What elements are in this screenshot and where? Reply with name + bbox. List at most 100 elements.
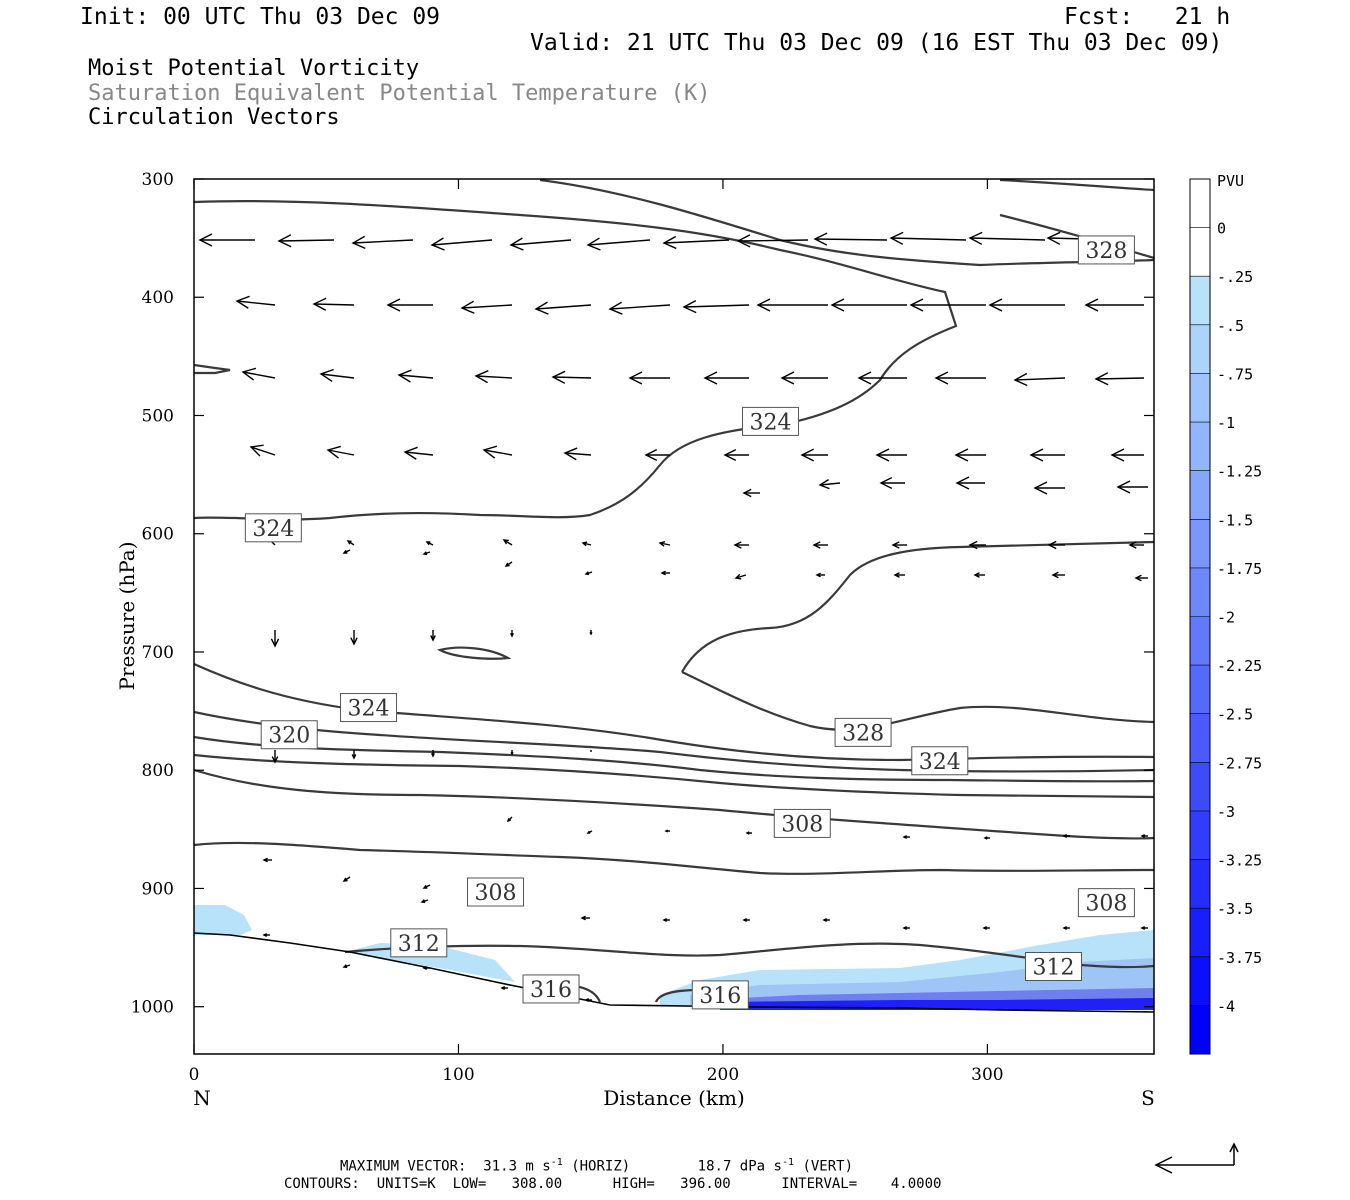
vector-head: [988, 298, 1003, 312]
vector-head: [510, 632, 514, 638]
vector-head: [682, 300, 697, 314]
vector-head: [420, 899, 426, 904]
colorbar-segment: [1190, 1005, 1210, 1054]
colorbar-label: -.5: [1217, 317, 1244, 335]
vector-arrow: [830, 298, 907, 312]
vector-head: [1134, 574, 1142, 582]
contour-line: [436, 646, 512, 660]
vector-arrow: [968, 231, 1046, 245]
vector-shaft: [404, 451, 434, 456]
vector-head: [509, 237, 524, 251]
y-tick-label: 300: [142, 170, 174, 190]
contour-line: [194, 710, 1154, 773]
colorbar-segment: [1190, 713, 1210, 763]
vector-arrow: [1116, 480, 1148, 494]
x-axis-label: Distance (km): [603, 1086, 745, 1110]
vector-shaft: [659, 542, 671, 546]
vector-head: [506, 818, 511, 823]
vector-head: [589, 631, 593, 636]
y-tick-label: 400: [142, 288, 174, 308]
vector-head: [422, 966, 428, 970]
vector-head: [312, 297, 327, 311]
vector-head: [813, 232, 828, 246]
vector-head: [270, 638, 280, 648]
vector-head: [198, 233, 213, 247]
vector-shaft: [313, 303, 355, 306]
vector-arrow: [346, 540, 355, 546]
vector-head: [893, 572, 900, 578]
vector-arrow: [682, 300, 750, 314]
colorbar-label: 0: [1217, 220, 1226, 238]
vector-head: [909, 298, 924, 312]
vector-arrow: [319, 368, 355, 382]
colorbar-label: -.25: [1217, 268, 1253, 286]
vector-head: [1046, 231, 1061, 245]
vector-head: [1140, 926, 1146, 930]
vector-head: [1128, 541, 1137, 549]
contour-label-box: [1025, 952, 1083, 981]
colorbar-segment: [1190, 519, 1210, 568]
max-vector-text: MAXIMUM VECTOR: 31.3 m s-1 (HORIZ) 18.7 …: [340, 1157, 854, 1175]
vector-head: [502, 539, 509, 545]
vector-head: [955, 476, 970, 490]
vector-shaft: [352, 239, 414, 244]
vector-arrow: [270, 630, 280, 648]
vector-head: [510, 751, 514, 756]
colorbar-segment: [1190, 956, 1210, 1006]
contour-label-box: [773, 808, 831, 838]
vector-head: [742, 488, 752, 498]
colorbar-segment: [1190, 567, 1210, 617]
contour-label-box: [340, 693, 398, 723]
vector-arrow: [510, 630, 514, 638]
colorbar-label: -2: [1217, 609, 1235, 627]
vector-arrow: [983, 836, 990, 840]
vector-head: [1084, 298, 1099, 312]
vector-head: [982, 926, 988, 930]
theta-contours: [194, 179, 1154, 1003]
vector-arrow: [734, 573, 747, 580]
vector-arrow: [262, 933, 270, 937]
vector-head: [800, 448, 815, 462]
contour-label: 324: [244, 513, 302, 543]
vector-shaft: [398, 374, 434, 379]
colorbar-label: -3.75: [1217, 949, 1262, 967]
vector-arrow: [351, 750, 357, 760]
contour-line: [194, 199, 958, 521]
vector-arrow: [460, 300, 513, 314]
vector-arrow: [584, 571, 593, 576]
vector-arrow: [1110, 448, 1144, 462]
contour-line: [999, 179, 1154, 192]
vector-head: [736, 234, 751, 248]
vector-arrow: [342, 876, 351, 882]
vector-head: [504, 562, 510, 567]
colorbar-segment: [1190, 616, 1210, 666]
vector-head: [581, 541, 588, 547]
axes: [193, 178, 1154, 1054]
vector-head: [584, 571, 590, 576]
vector-head: [879, 476, 893, 490]
colorbar-segment: [1190, 908, 1210, 957]
vector-shaft: [819, 482, 841, 486]
colorbar-label: -1.5: [1217, 511, 1253, 529]
vector-head: [326, 445, 342, 459]
contour-labels: 328 324 324 324 320 328 324 308 308 308 312 312 316 3…: [244, 235, 1135, 1010]
vector-shaft: [737, 239, 809, 242]
vector-arrow: [891, 541, 907, 549]
vector-head: [460, 300, 475, 314]
vector-arrow: [875, 448, 907, 462]
field-title-theta-es: Saturation Equivalent Potential Temperat…: [88, 81, 711, 106]
vector-head: [584, 998, 590, 1002]
vector-arrow: [800, 448, 828, 462]
y-tick-label: 600: [142, 525, 174, 545]
vector-head: [1116, 480, 1131, 494]
vector-head: [430, 635, 436, 642]
vector-arrow: [1094, 372, 1145, 386]
vector-arrow: [589, 630, 593, 636]
vector-head: [1062, 834, 1068, 838]
colorbar-label: -1: [1217, 414, 1235, 432]
contour-label: 324: [340, 693, 398, 723]
vector-arrow: [397, 369, 434, 383]
vector-head: [342, 877, 348, 882]
colorbar-label: -2.5: [1217, 706, 1253, 724]
vector-arrow: [420, 899, 429, 904]
